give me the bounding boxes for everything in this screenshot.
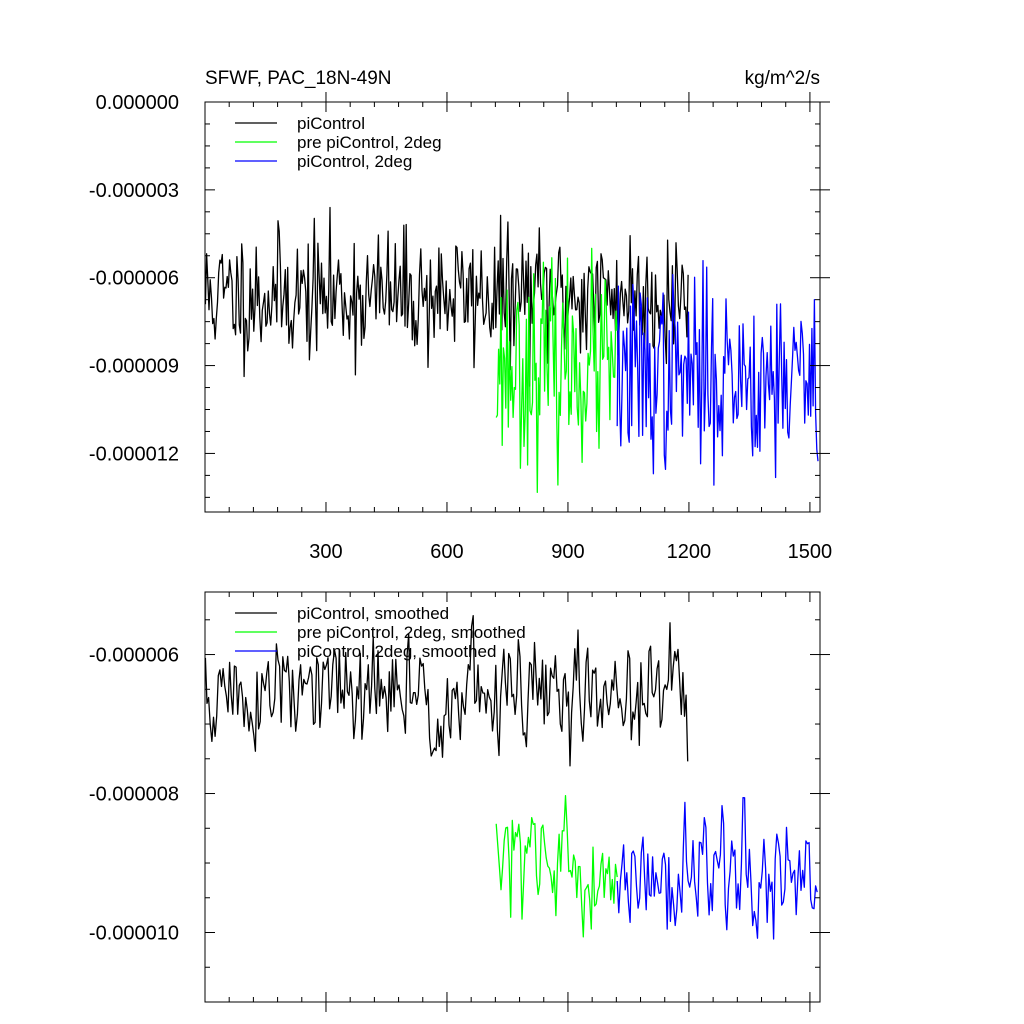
y-tick-label: -0.000010 xyxy=(89,923,179,945)
y-tick-label: -0.000008 xyxy=(89,784,179,806)
series-line-picontrol-2deg-smoothed xyxy=(616,797,818,940)
legend-label: piControl xyxy=(297,114,365,133)
series-line-picontrol xyxy=(204,206,689,387)
legend-label: piControl, 2deg, smoothed xyxy=(297,642,496,661)
plot-frame xyxy=(204,101,821,513)
series-line-picontrol-2deg xyxy=(616,259,819,486)
legend-label: pre piControl, 2deg xyxy=(297,133,442,152)
y-tick-label: -0.000006 xyxy=(89,268,179,290)
y-tick-label: -0.000006 xyxy=(89,645,179,667)
chart-units: kg/m^2/s xyxy=(745,68,820,89)
x-tick-label: 1500 xyxy=(788,541,833,563)
y-tick-label: -0.000012 xyxy=(89,443,179,465)
series-line-pre-picontrol-2deg xyxy=(495,247,618,494)
y-tick-label: -0.000003 xyxy=(89,180,179,202)
x-tick-label: 300 xyxy=(309,541,342,563)
legend-label: piControl, 2deg xyxy=(297,152,412,171)
bottom-chart-panel: -0.000006 -0.000008 -0.000010 piControl, sm… xyxy=(89,591,830,1012)
series-line-picontrol-smoothed xyxy=(204,614,689,767)
y-tick-label: 0.000000 xyxy=(96,92,179,114)
legend-label: piControl, smoothed xyxy=(297,604,449,623)
legend-label: pre piControl, 2deg, smoothed xyxy=(297,623,526,642)
x-tick-label: 1200 xyxy=(667,541,712,563)
x-tick-label: 900 xyxy=(551,541,584,563)
plot-frame xyxy=(204,591,821,1003)
chart-title: SFWF, PAC_18N-49N xyxy=(205,68,392,89)
series-line-pre-picontrol-2deg-smoothed xyxy=(495,794,618,938)
y-tick-label: -0.000009 xyxy=(89,356,179,378)
top-chart-panel: 300 600 900 1200 1500 0.000000 -0.000003 -0.000… xyxy=(89,68,832,563)
x-tick-label: 600 xyxy=(430,541,463,563)
